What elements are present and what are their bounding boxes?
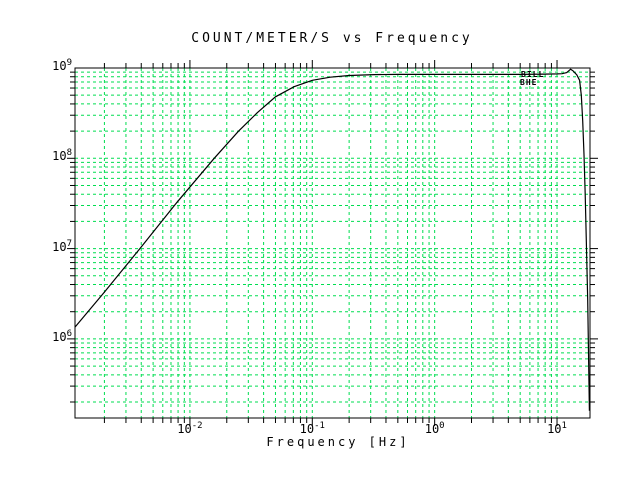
x-tick-label: 10-1	[299, 421, 325, 436]
x-axis-label: Frequency [Hz]	[266, 435, 410, 449]
curve-label-station: BILL	[521, 70, 545, 79]
y-tick-label: 108	[52, 148, 72, 164]
response-curve-instrument-response	[74, 68, 590, 411]
y-tick-label: 106	[52, 328, 72, 344]
y-tick-label: 109	[52, 58, 72, 73]
plot-frame	[74, 67, 591, 419]
x-tick-label: 10-2	[177, 421, 203, 436]
x-tick-label: 101	[547, 421, 567, 436]
curve-label-channel: BHE	[520, 78, 538, 87]
x-tick-label: 100	[424, 421, 445, 436]
chart-title: COUNT/METER/S vs Frequency	[191, 31, 473, 46]
y-tick-label: 107	[52, 238, 72, 254]
